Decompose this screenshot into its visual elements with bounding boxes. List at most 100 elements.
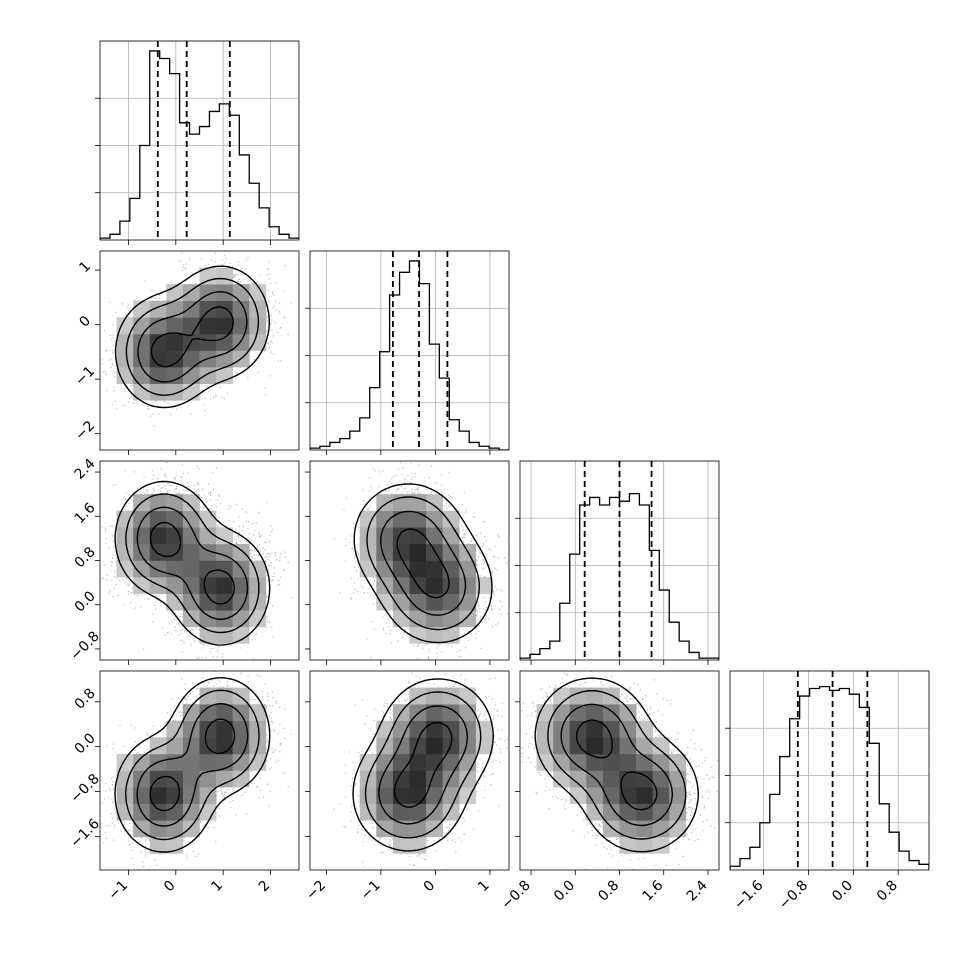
scatter-point	[271, 605, 274, 607]
scatter-point	[255, 522, 257, 524]
scatter-point	[236, 283, 238, 285]
scatter-point	[271, 291, 274, 293]
scatter-point	[193, 491, 195, 493]
scatter-point	[121, 404, 123, 407]
scatter-point	[134, 299, 136, 301]
scatter-point	[275, 282, 278, 285]
scatter-point	[189, 635, 191, 637]
scatter-point	[193, 276, 196, 278]
scatter-point	[185, 280, 187, 282]
scatter-point	[265, 311, 268, 313]
scatter-point	[259, 536, 262, 538]
scatter-point	[152, 478, 154, 480]
scatter-point	[267, 289, 269, 291]
density-block	[166, 383, 184, 401]
scatter-point	[268, 277, 270, 280]
scatter-point	[101, 363, 103, 365]
scatter-point	[228, 519, 231, 521]
scatter-point	[265, 394, 267, 396]
density-block	[116, 367, 134, 384]
scatter-point	[221, 264, 224, 266]
scatter-point	[176, 486, 178, 488]
scatter-point	[279, 312, 281, 314]
scatter-point	[249, 552, 251, 554]
density-block	[133, 300, 151, 318]
scatter-point	[130, 395, 133, 397]
scatter-point	[258, 532, 260, 534]
scatter-point	[105, 372, 107, 375]
scatter-point	[265, 330, 268, 332]
scatter-point	[142, 648, 145, 651]
panel-1-1	[305, 250, 510, 455]
scatter-point	[129, 385, 132, 387]
scatter-point	[158, 294, 161, 296]
scatter-point	[221, 397, 223, 399]
scatter-point	[165, 461, 167, 463]
scatter-point	[168, 621, 170, 623]
panel-body	[100, 41, 299, 240]
scatter-point	[269, 375, 271, 377]
scatter-point	[174, 477, 176, 479]
scatter-point	[147, 404, 149, 406]
scatter-point	[265, 610, 268, 612]
scatter-point	[130, 601, 132, 604]
scatter-point	[287, 333, 289, 335]
scatter-point	[151, 470, 153, 472]
density-block	[166, 350, 184, 368]
scatter-point	[151, 413, 153, 415]
scatter-point	[241, 529, 243, 532]
panel-1-0: −2−101	[72, 250, 300, 455]
scatter-point	[176, 408, 178, 410]
scatter-point	[181, 639, 183, 641]
scatter-point	[183, 630, 186, 632]
contour-line	[125, 277, 260, 396]
histogram-series	[310, 260, 509, 450]
scatter-point	[111, 403, 114, 405]
scatter-point	[204, 264, 206, 266]
scatter-point	[209, 508, 212, 510]
scatter-point	[188, 258, 191, 260]
scatter-point	[200, 384, 203, 386]
scatter-point	[147, 597, 149, 599]
density-block	[199, 367, 217, 384]
scatter-point	[124, 404, 126, 406]
scatter-point	[114, 376, 116, 378]
scatter-point	[112, 540, 114, 542]
scatter-point	[267, 569, 269, 571]
scatter-point	[284, 316, 286, 318]
scatter-point	[244, 540, 246, 542]
scatter-point	[277, 360, 279, 362]
scatter-point	[165, 476, 168, 478]
scatter-point	[212, 656, 214, 658]
scatter-point	[152, 621, 154, 623]
scatter-point	[269, 540, 271, 542]
scatter-point	[120, 384, 122, 386]
scatter-point	[266, 319, 269, 321]
density-block	[133, 317, 151, 335]
density-block	[199, 317, 217, 335]
scatter-point	[224, 398, 226, 400]
scatter-point	[246, 511, 248, 513]
scatter-point	[155, 599, 157, 601]
scatter-point	[210, 259, 213, 262]
scatter-point	[209, 494, 212, 496]
scatter-point	[236, 372, 238, 374]
scatter-point	[179, 260, 181, 262]
scatter-point	[209, 398, 212, 400]
scatter-point	[152, 474, 154, 477]
scatter-point	[194, 640, 196, 643]
density-block	[182, 284, 200, 302]
scatter-point	[115, 311, 117, 314]
density-block	[182, 300, 200, 318]
scatter-point	[275, 300, 277, 302]
scatter-point	[111, 580, 113, 582]
density-block	[199, 333, 217, 351]
scatter-point	[139, 606, 142, 608]
scatter-point	[238, 532, 241, 534]
scatter-point	[215, 394, 217, 396]
scatter-point	[206, 385, 208, 387]
scatter-point	[174, 488, 176, 490]
scatter-point	[190, 643, 192, 645]
scatter-point	[290, 302, 293, 304]
